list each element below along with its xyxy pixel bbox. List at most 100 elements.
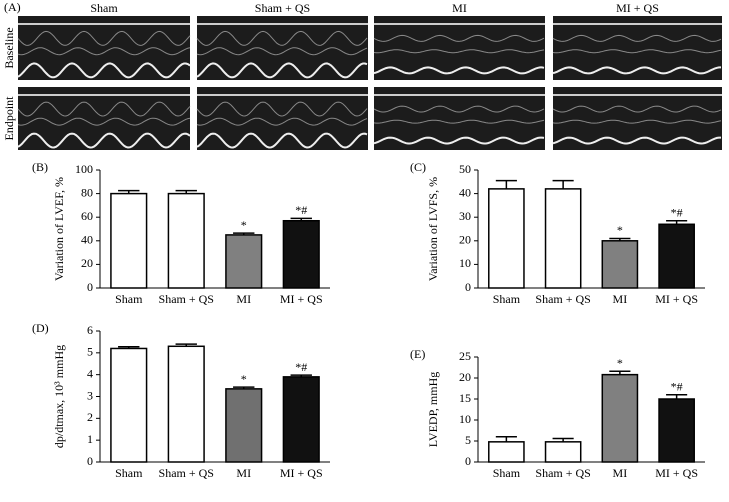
y-tick-label: 20 (459, 233, 471, 247)
y-axis-label: LVEDP, mmHg (426, 372, 440, 448)
bar (110, 192, 148, 289)
echo-image (197, 16, 368, 80)
echo-trace (196, 101, 368, 117)
y-tick-label: 5 (87, 345, 93, 359)
y-tick-label: 25 (459, 349, 471, 363)
x-tick-label: MI + QS (655, 292, 698, 306)
echo-trace (196, 30, 368, 46)
column-label: MI + QS (616, 1, 659, 15)
significance-label: * (617, 223, 623, 237)
echo-trace (17, 101, 191, 117)
y-tick-label: 30 (459, 209, 471, 223)
bar (282, 376, 320, 463)
echo-trace (552, 49, 722, 54)
bar (601, 240, 639, 289)
y-tick-label: 0 (465, 454, 471, 468)
x-tick-label: Sham + QS (535, 466, 590, 480)
echo-trace (196, 117, 368, 126)
echo-trace (373, 136, 545, 145)
significance-label: *# (671, 205, 683, 219)
x-tick-label: Sham (493, 466, 521, 480)
y-axis-label: Variation of LVFS, % (426, 177, 440, 281)
echo-image (18, 16, 190, 80)
x-tick-label: Sham + QS (159, 466, 214, 480)
y-tick-label: 100 (75, 162, 93, 176)
x-tick-label: Sham (493, 292, 521, 306)
echo-image (197, 87, 368, 150)
y-tick-label: 2 (87, 410, 93, 424)
bar (658, 223, 695, 289)
bar (488, 188, 525, 289)
y-tick-label: 10 (459, 256, 471, 270)
x-tick-label: MI (236, 466, 251, 480)
echo-trace (196, 47, 368, 56)
bar (225, 388, 263, 463)
echo-trace (373, 119, 545, 124)
y-axis-label: dp/dtmax, 10³ mmHg (52, 345, 66, 448)
echo-trace (196, 132, 368, 149)
x-tick-label: Sham (115, 466, 143, 480)
echo-trace (552, 119, 722, 124)
x-tick-label: MI + QS (280, 292, 323, 306)
column-label: MI (452, 1, 467, 15)
significance-label: *# (295, 203, 307, 217)
significance-label: * (241, 218, 247, 232)
panel-label: (B) (32, 160, 48, 174)
y-tick-label: 80 (81, 185, 93, 199)
echo-trace (17, 62, 191, 79)
echo-trace (552, 34, 722, 42)
row-label: Endpoint (2, 96, 16, 141)
significance-label: * (241, 372, 247, 386)
y-tick-label: 3 (87, 388, 93, 402)
panel-label: (C) (410, 160, 426, 174)
panel-label: (A) (4, 0, 21, 14)
y-tick-label: 40 (81, 233, 93, 247)
bar (225, 234, 263, 289)
echo-trace (552, 66, 721, 75)
significance-label: * (617, 356, 623, 370)
bar (282, 219, 320, 289)
echo-image (18, 87, 190, 150)
echo-trace (552, 136, 721, 145)
echo-trace (17, 30, 191, 46)
echo-trace (373, 105, 545, 113)
echo-trace (17, 117, 191, 126)
bar (488, 441, 525, 463)
x-tick-label: MI (613, 466, 628, 480)
bar (544, 188, 582, 289)
echo-trace (17, 47, 191, 56)
bar (544, 441, 582, 463)
bar (601, 373, 639, 463)
y-tick-label: 15 (459, 391, 471, 405)
x-tick-label: Sham + QS (159, 292, 214, 306)
x-tick-label: Sham + QS (535, 292, 590, 306)
y-tick-label: 1 (87, 432, 93, 446)
y-tick-label: 20 (459, 370, 471, 384)
y-tick-label: 5 (465, 433, 471, 447)
bar (658, 398, 695, 463)
echo-trace (17, 132, 191, 149)
bar (110, 347, 148, 463)
y-tick-label: 0 (87, 454, 93, 468)
panel-label: (D) (32, 321, 49, 335)
y-tick-label: 40 (459, 185, 471, 199)
echo-trace (552, 105, 722, 113)
y-tick-label: 0 (87, 280, 93, 294)
y-tick-label: 10 (459, 412, 471, 426)
y-tick-label: 6 (87, 323, 93, 337)
echo-trace (196, 62, 368, 79)
y-tick-label: 50 (459, 162, 471, 176)
y-axis-label: Variation of LVEF, % (52, 177, 66, 281)
y-tick-label: 0 (465, 280, 471, 294)
echo-trace (373, 34, 545, 42)
bar (167, 345, 205, 463)
x-tick-label: Sham (115, 292, 143, 306)
y-tick-label: 20 (81, 256, 93, 270)
y-tick-label: 60 (81, 209, 93, 223)
significance-label: *# (295, 360, 307, 374)
y-tick-label: 4 (87, 366, 93, 380)
column-label: Sham (90, 1, 118, 15)
x-tick-label: MI (613, 292, 628, 306)
panel-label: (E) (410, 347, 425, 361)
